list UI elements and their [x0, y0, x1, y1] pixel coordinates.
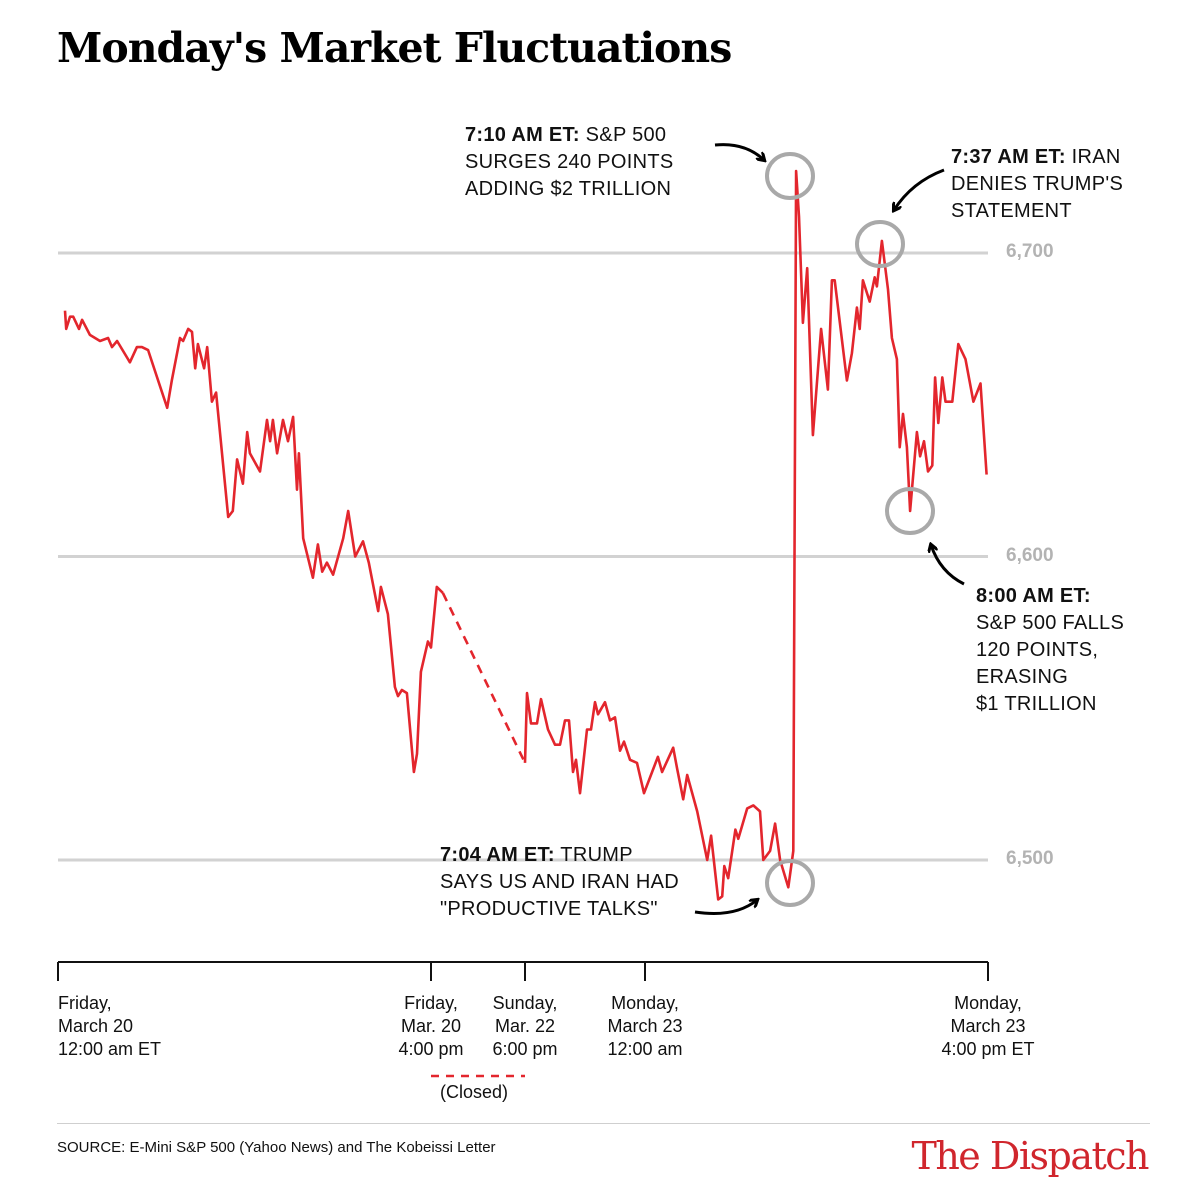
x-tick-label: Monday, March 23 12:00 am: [565, 992, 725, 1061]
arrow-iran-denies: [894, 168, 945, 210]
x-tick-label: Friday, Mar. 20 4:00 pm: [351, 992, 511, 1061]
highlight-circle-talks: [765, 859, 815, 907]
y-tick-label: 6,700: [1006, 241, 1054, 262]
highlight-circle-surge: [765, 152, 815, 200]
x-tick-label-line: 4:00 pm: [398, 1039, 464, 1059]
x-tick-label-line: Monday,: [611, 993, 679, 1013]
y-tick-label: 6,500: [1006, 848, 1054, 869]
annotation-surge: 7:10 AM ET: S&P 500 SURGES 240 POINTS AD…: [465, 124, 674, 200]
x-tick-label-line: Sunday,: [492, 993, 558, 1013]
x-tick-label-line: Monday,: [954, 993, 1022, 1013]
price-line-segment-1: [63, 310, 444, 774]
x-tick-label-line: 6:00 pm: [492, 1039, 558, 1059]
x-tick-label-line: 12:00 am ET: [58, 1039, 162, 1059]
highlight-circle-iran-denies: [855, 220, 905, 268]
x-tick-label-line: Mar. 20: [400, 1016, 462, 1036]
footer-divider: [57, 1123, 1150, 1124]
x-tick-label-line: Friday,: [58, 993, 112, 1013]
x-tick-label-line: Mar. 22: [494, 1016, 556, 1036]
annotation-talks: 7:04 AM ET: TRUMP SAYS US AND IRAN HAD "…: [440, 844, 680, 920]
annotation-iran-denies: 7:37 AM ET: IRAN DENIES TRUMP'S STATEMEN…: [951, 146, 1124, 222]
x-tick-label-line: Friday,: [404, 993, 458, 1013]
x-tick-label: Sunday, Mar. 22 6:00 pm: [445, 992, 605, 1061]
y-tick-label: 6,600: [1006, 544, 1054, 566]
x-tick-label-line: 4:00 pm ET: [941, 1039, 1035, 1059]
x-tick-label-line: March 20: [58, 1016, 134, 1036]
x-tick-label: Monday, March 23 4:00 pm ET: [908, 992, 1068, 1061]
price-line-segment-2: [523, 169, 988, 901]
source-note: SOURCE: E-Mini S&P 500 (Yahoo News) and …: [57, 1139, 496, 1156]
x-tick-label-line: March 23: [950, 1016, 1026, 1036]
closed-market-dashed-line: [441, 592, 527, 764]
highlight-circle-fall: [885, 487, 935, 535]
closed-label: (Closed): [440, 1082, 509, 1102]
chart-title: Monday's Market Fluctuations: [57, 24, 732, 72]
arrow-fall: [931, 545, 965, 586]
x-tick-label-line: 12:00 am: [607, 1039, 683, 1059]
the-dispatch-logo: The Dispatch: [911, 1134, 1149, 1178]
arrow-surge: [714, 143, 764, 160]
annotation-fall: 8:00 AM ET: S&P 500 FALLS 120 POINTS, ER…: [976, 585, 1125, 715]
arrow-talks: [694, 900, 757, 915]
x-tick-label: Friday, March 20 12:00 am ET: [58, 992, 161, 1061]
x-tick-label-line: March 23: [607, 1016, 683, 1036]
